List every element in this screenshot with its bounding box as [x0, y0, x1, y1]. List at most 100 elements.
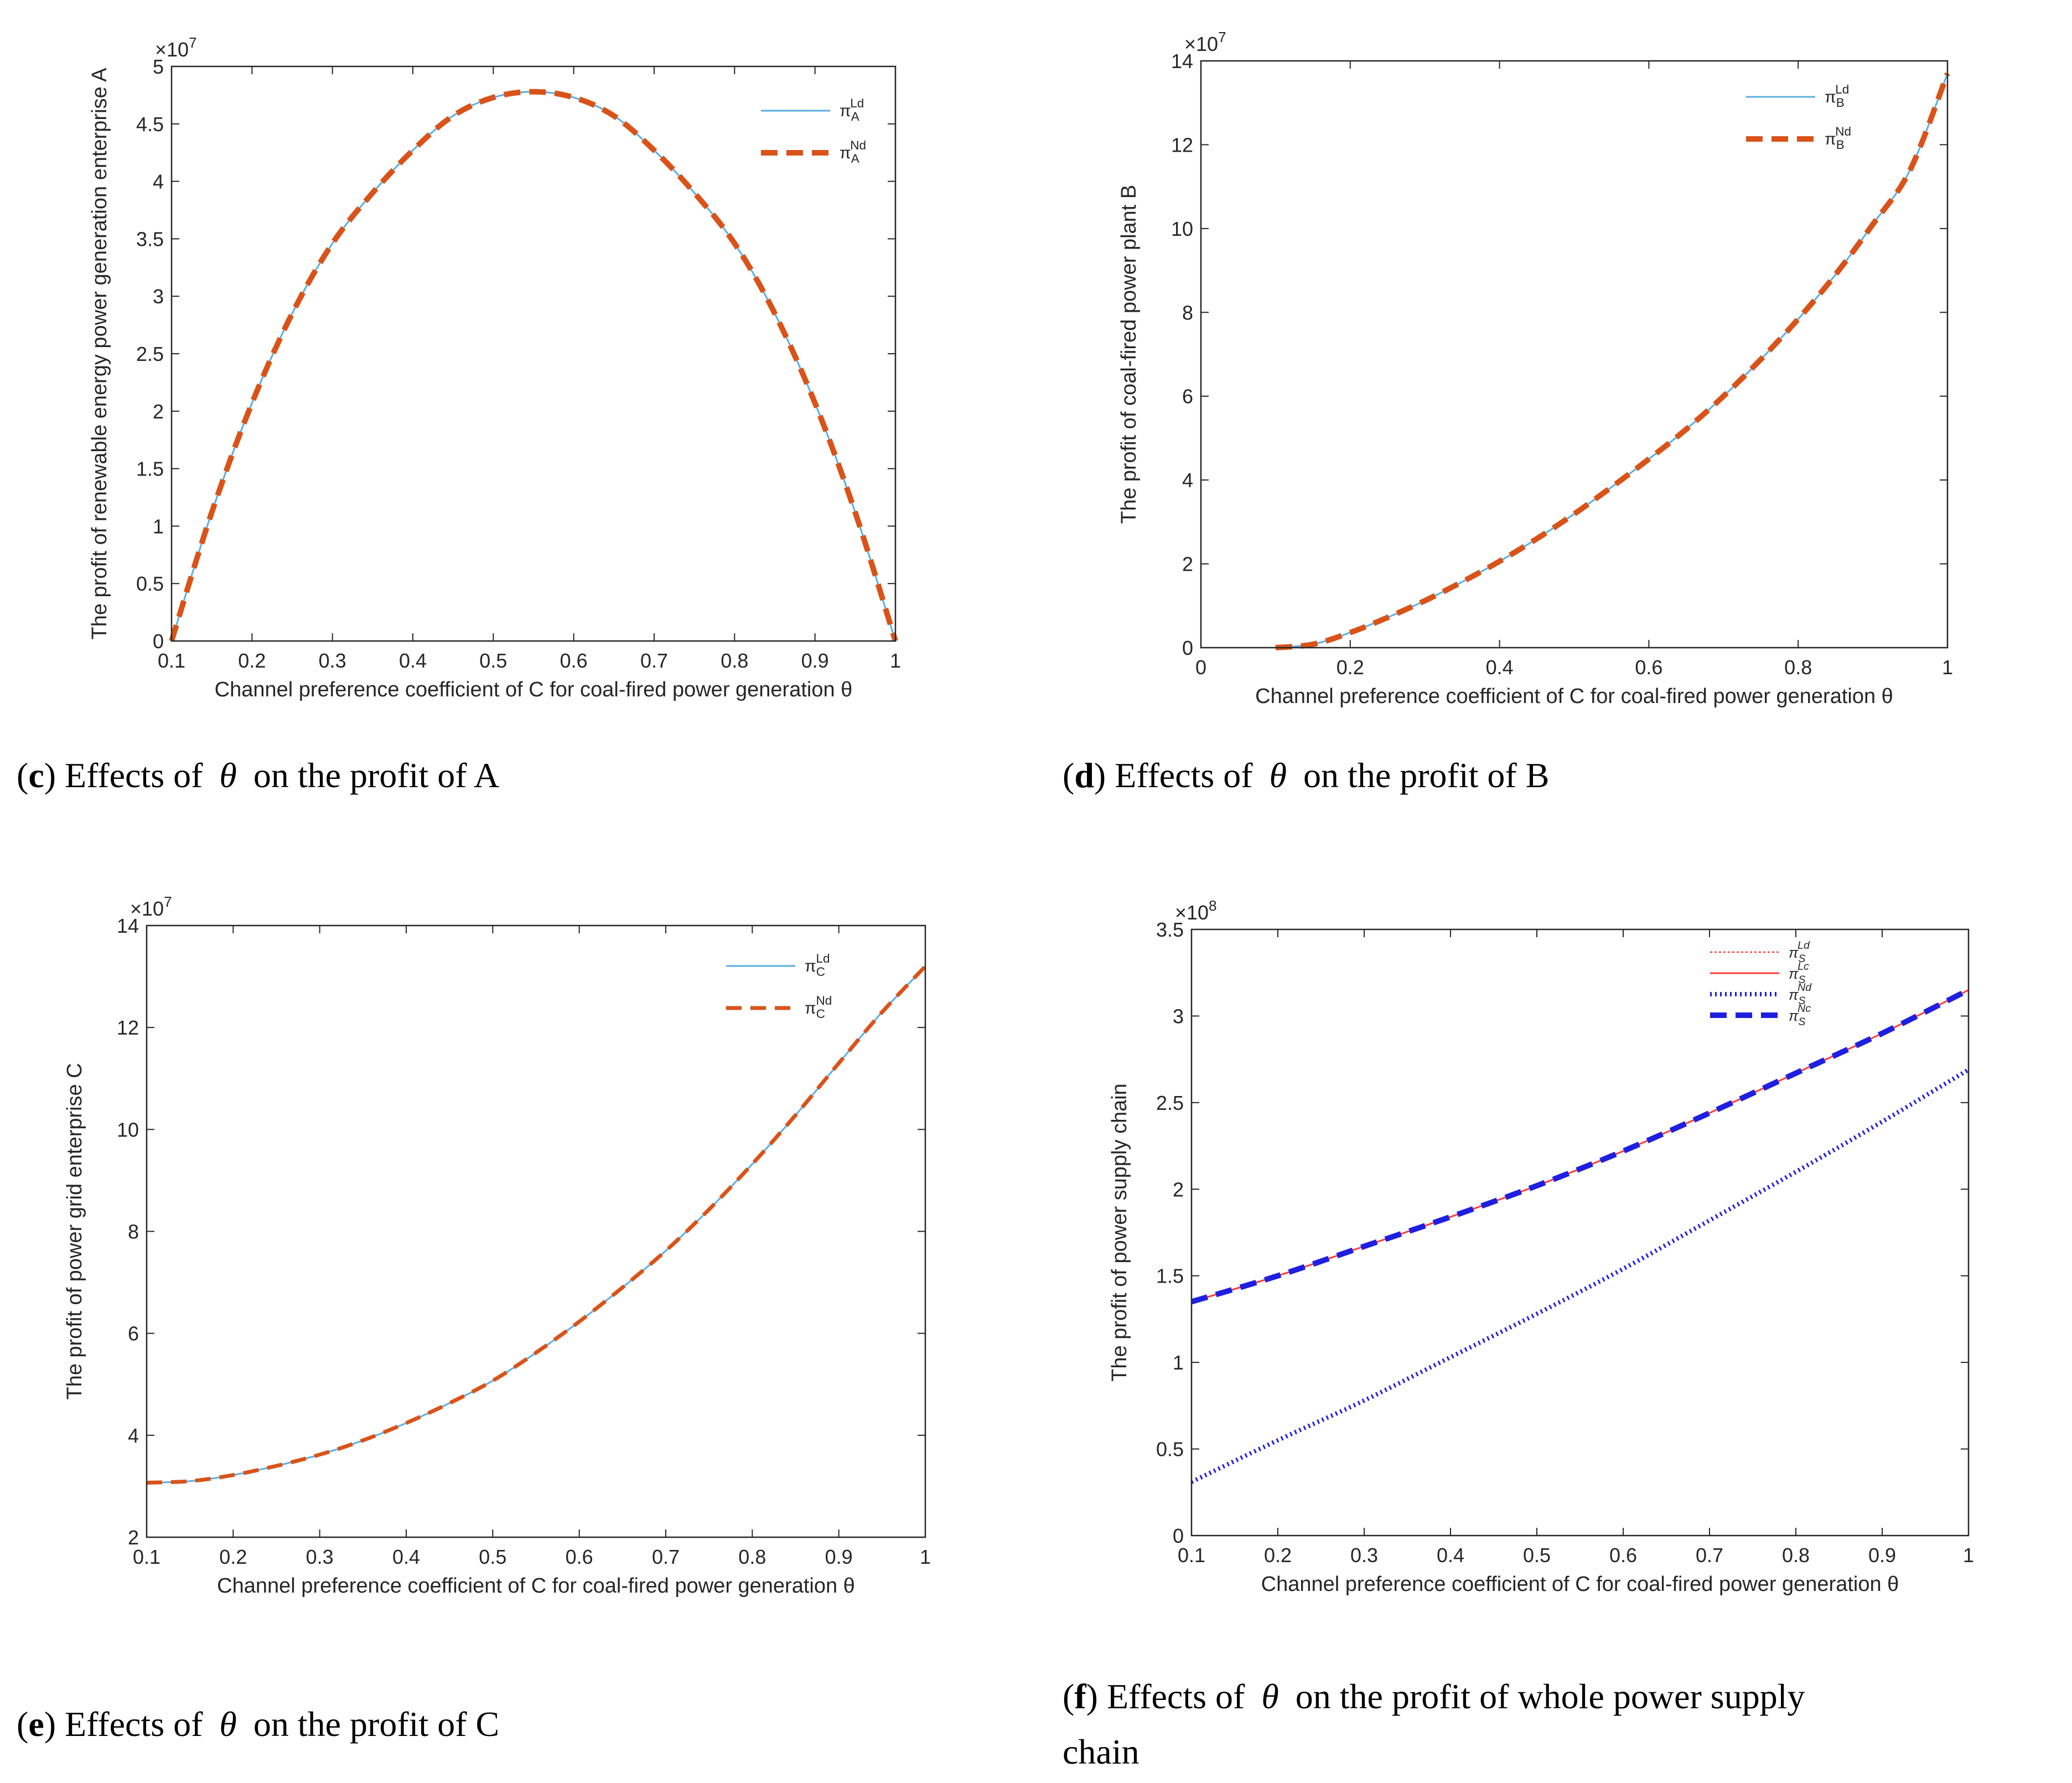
series-line-e-0 — [146, 965, 926, 1484]
x-tick-label-f-5: 0.6 — [1609, 1544, 1637, 1567]
y-tick-label-d-0: 0 — [1182, 637, 1193, 659]
legend-symbol-f-1: π — [1789, 965, 1799, 982]
x-tick-label-c-6: 0.7 — [640, 649, 668, 672]
legend-label-f-1: πSLc — [1789, 960, 1809, 986]
legend-symbol-d-0: π — [1825, 88, 1836, 106]
y-tick-label-e-3: 8 — [128, 1221, 139, 1243]
y-tick-label-d-5: 10 — [1171, 218, 1193, 240]
x-tick-label-f-8: 0.9 — [1868, 1544, 1896, 1567]
y-tick-label-d-2: 4 — [1182, 469, 1193, 492]
series-layer-c — [169, 89, 898, 642]
exponent-label-f: ×108 — [1175, 897, 1217, 924]
series-line-d-1 — [1275, 72, 1950, 650]
legend-sup-d-0: Ld — [1835, 82, 1849, 96]
caption-c: (c) Effects of θ on the profit of A — [17, 756, 499, 795]
x-axis-label-c: Channel preference coefficient of C for … — [215, 678, 853, 701]
legend-sub-f-1: S — [1798, 974, 1805, 986]
legend-label-d-0: πBLd — [1825, 82, 1849, 110]
legend-sup-c-0: Ld — [850, 96, 864, 110]
y-tick-label-d-1: 2 — [1182, 553, 1193, 576]
y-tick-label-e-0: 2 — [128, 1526, 139, 1549]
legend-sup-e-0: Ld — [816, 952, 830, 965]
legend-label-e-0: πCLd — [805, 952, 830, 979]
legend-sup-f-3: Nc — [1798, 1002, 1811, 1015]
legend-sup-f-2: Nd — [1798, 981, 1812, 994]
x-tick-label-e-2: 0.3 — [306, 1546, 334, 1568]
legend-label-c-1: πANd — [840, 138, 866, 166]
legend-label-f-2: πSNd — [1789, 981, 1812, 1007]
x-tick-label-e-3: 0.4 — [392, 1546, 420, 1568]
y-tick-label-c-7: 3.5 — [136, 228, 164, 250]
y-tick-label-f-6: 3 — [1173, 1005, 1184, 1027]
legend-d: πBLd πBNd — [1746, 82, 1851, 152]
x-axis-label-d: Channel preference coefficient of C for … — [1255, 685, 1893, 708]
x-tick-label-f-1: 0.2 — [1264, 1544, 1292, 1567]
x-tick-label-e-8: 0.9 — [825, 1546, 853, 1568]
x-tick-label-f-0: 0.1 — [1178, 1544, 1205, 1567]
legend-sup-e-1: Nd — [816, 994, 832, 1007]
y-axis-label-f: The profit of power supply chain — [1108, 1083, 1131, 1382]
x-tick-label-e-1: 0.2 — [219, 1546, 247, 1568]
legend-sup-f-0: Ld — [1798, 939, 1810, 952]
y-tick-label-f-7: 3.5 — [1156, 918, 1184, 941]
series-layer-f — [1190, 988, 1970, 1484]
legend-symbol-c-1: π — [840, 144, 851, 162]
x-tick-label-f-3: 0.4 — [1437, 1544, 1464, 1567]
x-tick-label-c-3: 0.4 — [399, 649, 427, 672]
y-tick-label-e-4: 10 — [117, 1118, 139, 1141]
y-tick-label-f-4: 2 — [1173, 1178, 1184, 1201]
y-tick-label-c-4: 2 — [153, 400, 164, 423]
series-layer-e — [146, 965, 927, 1485]
series-line-f-1 — [1191, 989, 1969, 1303]
legend-symbol-f-3: π — [1789, 1007, 1799, 1024]
legend-sub-e-1: C — [816, 1007, 825, 1021]
legend-sub-f-2: S — [1798, 995, 1805, 1007]
x-axis-label-f: Channel preference coefficient of C for … — [1261, 1573, 1899, 1596]
y-tick-label-c-5: 2.5 — [136, 343, 164, 365]
y-axis-label-c: The profit of renewable energy power gen… — [88, 68, 111, 640]
legend-label-f-3: πSNc — [1789, 1002, 1811, 1028]
series-line-f-2 — [1190, 1067, 1970, 1484]
x-tick-label-d-5: 1 — [1942, 656, 1953, 679]
legend-symbol-e-0: π — [805, 957, 816, 975]
series-line-c-1 — [169, 89, 898, 642]
legend-sub-c-1: A — [851, 152, 859, 166]
x-tick-label-e-9: 1 — [920, 1546, 931, 1568]
caption-d: (d) Effects of θ on the profit of B — [1063, 756, 1549, 795]
legend-sub-c-0: A — [851, 110, 859, 123]
x-tick-label-e-0: 0.1 — [133, 1546, 160, 1568]
legend-symbol-f-0: π — [1789, 944, 1799, 961]
y-tick-label-f-5: 2.5 — [1156, 1092, 1184, 1114]
chart-panel-f: 0.1 0.2 0.3 0.4 0.5 0.6 0.7 0.8 0.9 1 0 0.5 1 1.5 2 2.5… — [1108, 897, 1974, 1596]
y-tick-label-f-0: 0 — [1173, 1524, 1184, 1547]
x-tick-label-f-2: 0.3 — [1350, 1544, 1378, 1567]
y-tick-label-c-2: 1 — [153, 515, 164, 538]
x-tick-label-e-4: 0.5 — [479, 1546, 506, 1568]
caption-e: (e) Effects of θ on the profit of C — [17, 1704, 499, 1744]
x-tick-label-c-0: 0.1 — [158, 649, 185, 672]
x-tick-label-c-5: 0.6 — [560, 649, 588, 672]
axes-frame-f — [1190, 928, 1970, 1537]
y-tick-label-e-2: 6 — [128, 1322, 139, 1345]
x-tick-label-d-1: 0.2 — [1337, 656, 1364, 679]
x-tick-label-e-5: 0.6 — [566, 1546, 593, 1568]
series-line-d-0 — [1275, 73, 1949, 649]
axis-ticks-f: 0.1 0.2 0.3 0.4 0.5 0.6 0.7 0.8 0.9 1 0 0.5 1 1.5 2 2.5… — [1156, 918, 1974, 1567]
caption-f-line2: chain — [1063, 1732, 1139, 1771]
y-tick-label-c-8: 4 — [153, 170, 164, 193]
y-tick-label-d-6: 12 — [1171, 133, 1193, 156]
y-tick-label-f-3: 1.5 — [1156, 1265, 1184, 1288]
y-tick-label-c-3: 1.5 — [136, 458, 164, 480]
x-tick-label-d-2: 0.4 — [1486, 656, 1514, 679]
exponent-label-c: ×107 — [155, 34, 197, 61]
legend-label-d-1: πBNd — [1825, 125, 1851, 152]
legend-label-f-0: πSLd — [1789, 939, 1810, 965]
axes-frame-d — [1200, 60, 1949, 649]
legend-symbol-f-2: π — [1789, 986, 1799, 1003]
x-tick-label-c-8: 0.9 — [801, 649, 829, 672]
